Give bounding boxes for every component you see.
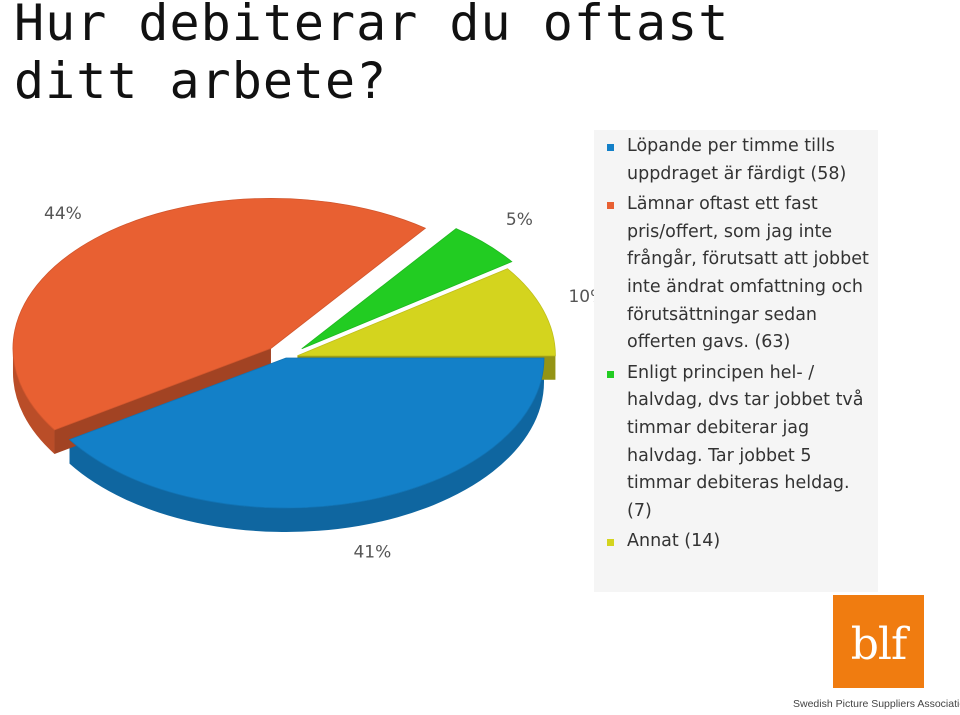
page-title: Hur debiterar du oftast ditt arbete? [14, 0, 730, 110]
slice-percent-label: 41% [353, 543, 391, 563]
legend-item: Enligt principen hel- / halvdag, dvs tar… [594, 360, 878, 526]
slice-percent-label: 44% [44, 204, 82, 224]
legend-item: Annat (14) [594, 528, 878, 556]
legend-swatch [607, 539, 614, 547]
legend-label: Lämnar oftast ett fast pris/offert, som … [627, 194, 869, 353]
blf-logo: blf [833, 595, 924, 688]
chart-legend: Löpande per timme tills uppdraget är fär… [594, 130, 878, 592]
pie-slice [68, 357, 545, 509]
logo-text: blf [850, 619, 908, 670]
legend-item: Lämnar oftast ett fast pris/offert, som … [594, 191, 878, 357]
legend-label: Löpande per timme tills uppdraget är fär… [627, 136, 847, 184]
logo-tagline: Swedish Picture Suppliers Association [793, 698, 960, 710]
legend-swatch [607, 202, 614, 210]
legend-swatch [607, 144, 614, 151]
pie-slice-side [69, 358, 545, 533]
pie-slice-side [12, 348, 55, 454]
legend-label: Enligt principen hel- / halvdag, dvs tar… [627, 362, 864, 521]
pie-slice [301, 228, 513, 350]
pie-slice [297, 268, 556, 357]
legend-label: Annat (14) [627, 531, 721, 552]
legend-item: Löpande per timme tills uppdraget är fär… [594, 133, 878, 188]
pie-slice [12, 197, 427, 431]
slice-percent-label: 5% [506, 210, 533, 230]
legend-swatch [607, 370, 614, 378]
